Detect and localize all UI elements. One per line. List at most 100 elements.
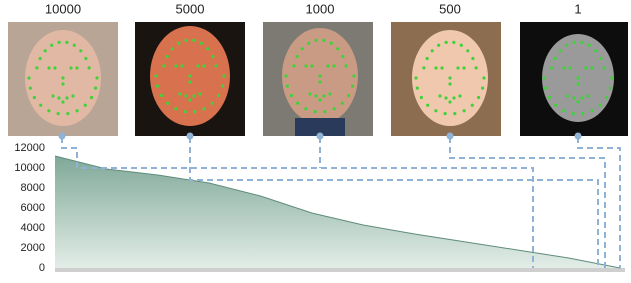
landmark: [39, 57, 42, 60]
landmark: [71, 94, 74, 97]
landmark: [559, 49, 562, 52]
y-tick-label: 2000: [21, 242, 45, 254]
landmark: [73, 44, 76, 47]
landmark: [196, 64, 199, 67]
landmark: [610, 76, 613, 79]
landmark: [156, 85, 159, 88]
landmark: [426, 57, 429, 60]
landmark: [463, 109, 466, 112]
landmark: [192, 39, 195, 42]
landmark: [290, 94, 293, 97]
landmark: [166, 55, 169, 58]
landmark: [95, 76, 98, 79]
landmark: [57, 96, 60, 99]
landmark: [347, 94, 350, 97]
landmark: [44, 49, 47, 52]
image-label: 1: [574, 1, 581, 16]
y-tick-label: 4000: [21, 222, 45, 234]
landmark: [177, 42, 180, 45]
landmark: [333, 107, 336, 110]
landmark: [477, 96, 480, 99]
landmark: [562, 109, 565, 112]
landmark: [426, 104, 429, 107]
landmark: [304, 64, 307, 67]
landmark: [318, 74, 321, 77]
x-axis: [55, 268, 625, 272]
landmark: [471, 57, 474, 60]
y-tick-label: 6000: [21, 202, 45, 214]
landmark: [599, 57, 602, 60]
landmark: [35, 66, 38, 69]
landmark: [211, 102, 214, 105]
landmark: [51, 94, 54, 97]
image-label: 1000: [306, 1, 335, 16]
connector-dot: [187, 133, 194, 140]
landmark: [307, 42, 310, 45]
landmark: [466, 49, 469, 52]
landmark: [203, 107, 206, 110]
landmark: [65, 41, 68, 44]
landmark: [27, 76, 30, 79]
y-tick-label: 10000: [14, 162, 45, 174]
landmark: [562, 66, 565, 69]
image-label: 500: [439, 1, 461, 16]
face-image: [263, 22, 373, 136]
landmark: [217, 94, 220, 97]
landmark: [185, 39, 188, 42]
chart: 1000050001000500102000400060008000100001…: [0, 0, 631, 278]
landmark: [609, 87, 612, 90]
landmark: [332, 64, 335, 67]
landmark: [47, 66, 50, 69]
landmark: [75, 66, 78, 69]
landmark: [58, 41, 61, 44]
image-label: 10000: [45, 1, 81, 16]
landmark: [178, 92, 181, 95]
landmark: [193, 110, 196, 113]
landmark: [202, 64, 205, 67]
landmark: [453, 112, 456, 115]
landmark: [322, 39, 325, 42]
landmark: [422, 66, 425, 69]
landmark: [573, 41, 576, 44]
landmark: [84, 104, 87, 107]
landmark: [591, 109, 594, 112]
landmark: [554, 104, 557, 107]
landmark: [188, 74, 191, 77]
landmark: [50, 44, 53, 47]
landmark: [308, 92, 311, 95]
landmark: [460, 44, 463, 47]
landmark: [188, 98, 191, 101]
landmark: [341, 102, 344, 105]
landmark: [171, 47, 174, 50]
landmark: [29, 87, 32, 90]
landmark: [65, 96, 68, 99]
landmark: [576, 76, 579, 79]
face-image: [135, 22, 245, 136]
landmark: [602, 66, 605, 69]
landmark: [310, 64, 313, 67]
landmark: [580, 96, 583, 99]
landmark: [184, 94, 187, 97]
landmark: [481, 87, 484, 90]
landmark: [482, 76, 485, 79]
landmark: [590, 66, 593, 69]
landmark: [588, 44, 591, 47]
landmark: [286, 85, 289, 88]
landmark: [66, 112, 69, 115]
landmark: [580, 41, 583, 44]
landmark: [318, 98, 321, 101]
landmark: [452, 96, 455, 99]
landmark: [61, 100, 64, 103]
landmark: [162, 64, 165, 67]
landmark: [174, 64, 177, 67]
landmark: [438, 94, 441, 97]
landmark: [456, 66, 459, 69]
landmark: [326, 64, 329, 67]
landmark: [448, 82, 451, 85]
landmark: [69, 66, 72, 69]
landmark: [39, 104, 42, 107]
landmark: [94, 87, 97, 90]
landmark: [304, 107, 307, 110]
landmark: [57, 112, 60, 115]
landmark: [576, 100, 579, 103]
